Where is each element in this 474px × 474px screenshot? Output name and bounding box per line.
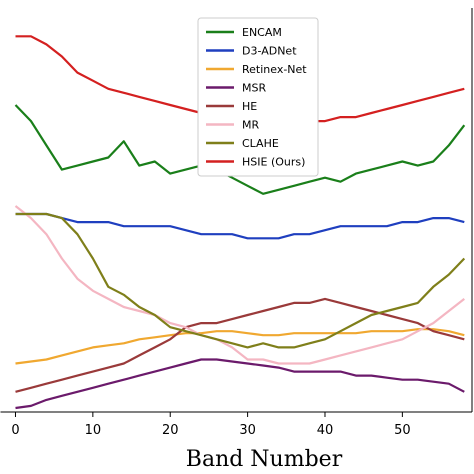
x-tick-labels: 0 10 20 30 40 50 <box>11 412 411 438</box>
legend-box <box>197 17 319 177</box>
x-tick-label: 0 <box>11 423 19 438</box>
legend-label: MSR <box>242 82 266 95</box>
series-line-mr <box>14 205 465 365</box>
legend-label: MR <box>242 119 259 132</box>
series-line-clahe <box>15 212 466 349</box>
x-tick-label: 20 <box>162 423 179 438</box>
series-line-encam <box>14 104 466 195</box>
series-line-msr <box>15 358 465 410</box>
legend-label: Retinex-Net <box>242 63 307 76</box>
legend-label: HE <box>242 100 257 113</box>
series-line-he <box>15 297 465 393</box>
x-tick-label: 40 <box>317 423 334 438</box>
legend-label: ENCAM <box>242 26 282 39</box>
axes <box>0 8 473 413</box>
x-axis-title: Band Number <box>186 447 343 472</box>
series-line-d3-adnet <box>15 212 465 240</box>
series-lines <box>14 35 466 410</box>
legend-label: CLAHE <box>242 137 279 150</box>
legend-label: HSIE (Ours) <box>242 156 305 169</box>
x-tick-label: 50 <box>394 423 411 438</box>
series-line-retinex-net <box>15 328 465 365</box>
x-tick-label: 30 <box>239 423 256 438</box>
legend: ENCAM D3-ADNet Retinex-Net MSR HE MR CLAHE HSIE… <box>197 17 319 177</box>
x-tick-label: 10 <box>85 423 102 438</box>
legend-label: D3-ADNet <box>242 45 297 58</box>
